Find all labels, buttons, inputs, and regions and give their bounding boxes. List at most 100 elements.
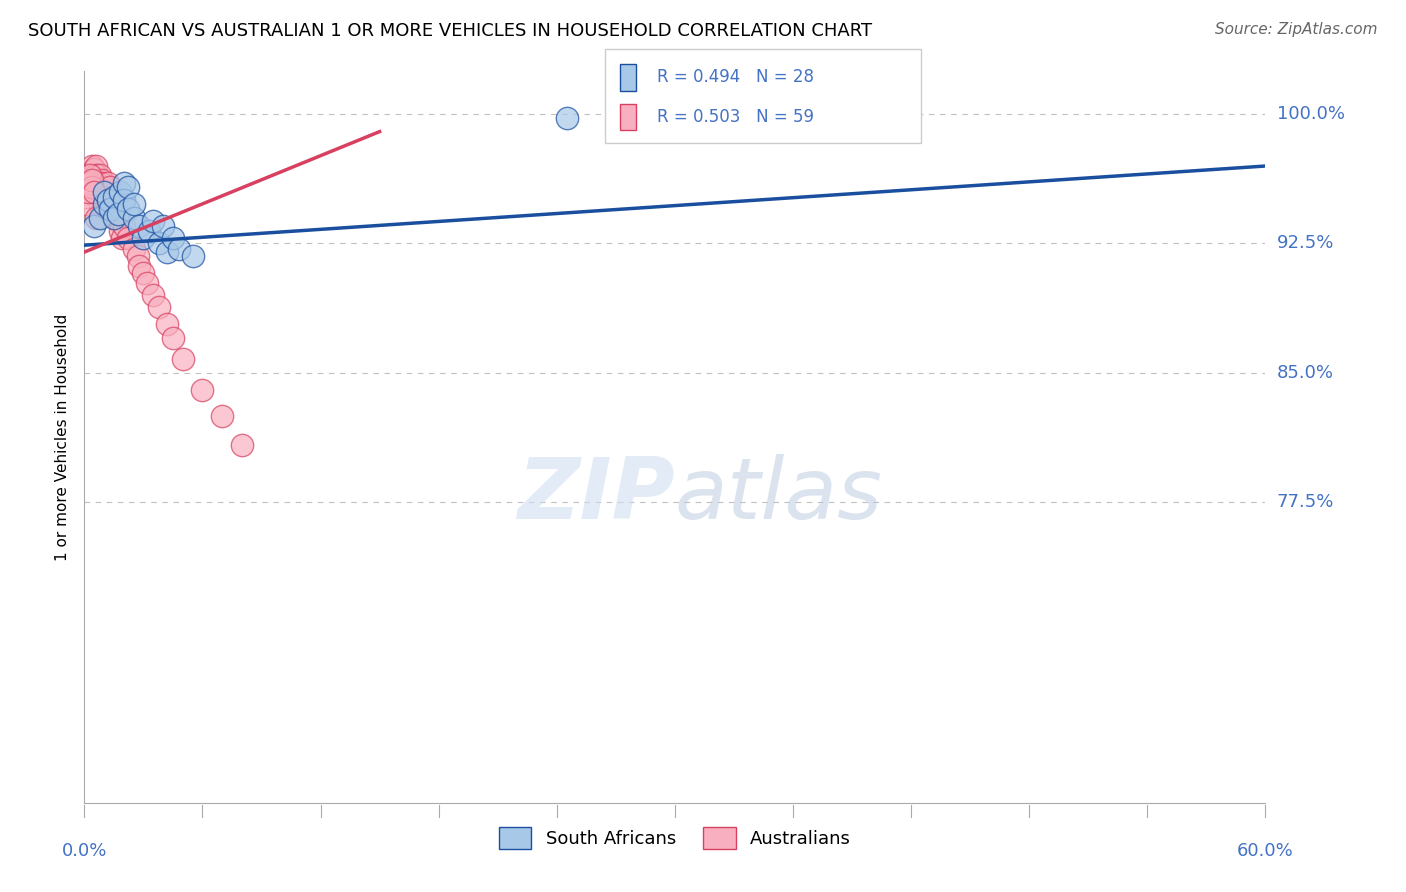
- Point: [107, 214, 129, 228]
- Point: [97, 190, 120, 204]
- Point: [162, 331, 184, 345]
- Point: [142, 214, 165, 228]
- Point: [82, 173, 104, 187]
- Point: [128, 219, 150, 234]
- Point: [75, 190, 97, 204]
- Point: [148, 300, 170, 314]
- Point: [211, 409, 233, 423]
- Point: [98, 179, 121, 194]
- Legend: South Africans, Australians: South Africans, Australians: [492, 820, 858, 856]
- Point: [79, 176, 101, 190]
- Point: [79, 179, 101, 194]
- Point: [89, 179, 111, 194]
- Point: [83, 219, 105, 234]
- Text: 100.0%: 100.0%: [1277, 105, 1344, 123]
- Point: [89, 211, 111, 225]
- Point: [111, 231, 134, 245]
- Point: [103, 211, 125, 225]
- Text: atlas: atlas: [675, 454, 883, 537]
- Point: [87, 173, 110, 187]
- Point: [634, 111, 657, 125]
- Point: [87, 183, 110, 197]
- Text: 60.0%: 60.0%: [1237, 842, 1294, 860]
- Point: [162, 231, 184, 245]
- Text: R = 0.503   N = 59: R = 0.503 N = 59: [657, 108, 814, 126]
- Point: [91, 185, 114, 199]
- Point: [148, 236, 170, 251]
- Point: [82, 168, 104, 182]
- Text: R = 0.494   N = 28: R = 0.494 N = 28: [657, 69, 814, 87]
- Point: [555, 111, 578, 125]
- Point: [112, 219, 135, 234]
- Point: [167, 242, 190, 256]
- Point: [136, 276, 159, 290]
- Text: SOUTH AFRICAN VS AUSTRALIAN 1 OR MORE VEHICLES IN HOUSEHOLD CORRELATION CHART: SOUTH AFRICAN VS AUSTRALIAN 1 OR MORE VE…: [28, 22, 872, 40]
- Point: [93, 197, 115, 211]
- Point: [156, 318, 179, 332]
- Point: [122, 242, 145, 256]
- Text: ZIP: ZIP: [517, 454, 675, 537]
- Point: [117, 231, 139, 245]
- Point: [122, 211, 145, 225]
- Point: [93, 190, 115, 204]
- Point: [83, 185, 105, 199]
- Point: [75, 197, 97, 211]
- Text: 77.5%: 77.5%: [1277, 492, 1334, 510]
- Text: 0.0%: 0.0%: [62, 842, 107, 860]
- Point: [127, 248, 149, 262]
- Point: [84, 159, 107, 173]
- Text: Source: ZipAtlas.com: Source: ZipAtlas.com: [1215, 22, 1378, 37]
- Point: [93, 185, 115, 199]
- Point: [94, 197, 117, 211]
- Point: [112, 194, 135, 208]
- Point: [82, 159, 104, 173]
- Point: [87, 176, 110, 190]
- Point: [231, 438, 253, 452]
- Point: [82, 179, 104, 194]
- Point: [77, 185, 100, 199]
- Point: [152, 219, 174, 234]
- Point: [172, 351, 194, 366]
- Point: [132, 231, 155, 245]
- Point: [94, 185, 117, 199]
- Point: [117, 202, 139, 216]
- Point: [98, 202, 121, 216]
- Point: [156, 245, 179, 260]
- Point: [79, 168, 101, 182]
- Point: [138, 224, 160, 238]
- Point: [98, 202, 121, 216]
- Y-axis label: 1 or more Vehicles in Household: 1 or more Vehicles in Household: [55, 313, 70, 561]
- Point: [89, 168, 111, 182]
- Text: 85.0%: 85.0%: [1277, 364, 1333, 382]
- Point: [97, 194, 120, 208]
- Point: [117, 179, 139, 194]
- Point: [89, 197, 111, 211]
- Point: [181, 248, 204, 262]
- Point: [91, 173, 114, 187]
- Point: [112, 176, 135, 190]
- Point: [132, 266, 155, 280]
- Point: [93, 179, 115, 194]
- Point: [84, 168, 107, 182]
- Point: [103, 190, 125, 204]
- Text: 92.5%: 92.5%: [1277, 235, 1334, 252]
- Point: [142, 288, 165, 302]
- Point: [104, 207, 127, 221]
- Point: [122, 197, 145, 211]
- Point: [91, 176, 114, 190]
- Point: [83, 173, 105, 187]
- Point: [128, 259, 150, 273]
- Point: [108, 185, 131, 199]
- Point: [93, 202, 115, 216]
- Point: [191, 383, 214, 397]
- Point: [84, 211, 107, 225]
- Point: [103, 202, 125, 216]
- Point: [108, 224, 131, 238]
- Point: [89, 190, 111, 204]
- Point: [83, 162, 105, 177]
- Point: [83, 185, 105, 199]
- Point: [101, 194, 124, 208]
- Point: [84, 179, 107, 194]
- Point: [97, 176, 120, 190]
- Point: [77, 176, 100, 190]
